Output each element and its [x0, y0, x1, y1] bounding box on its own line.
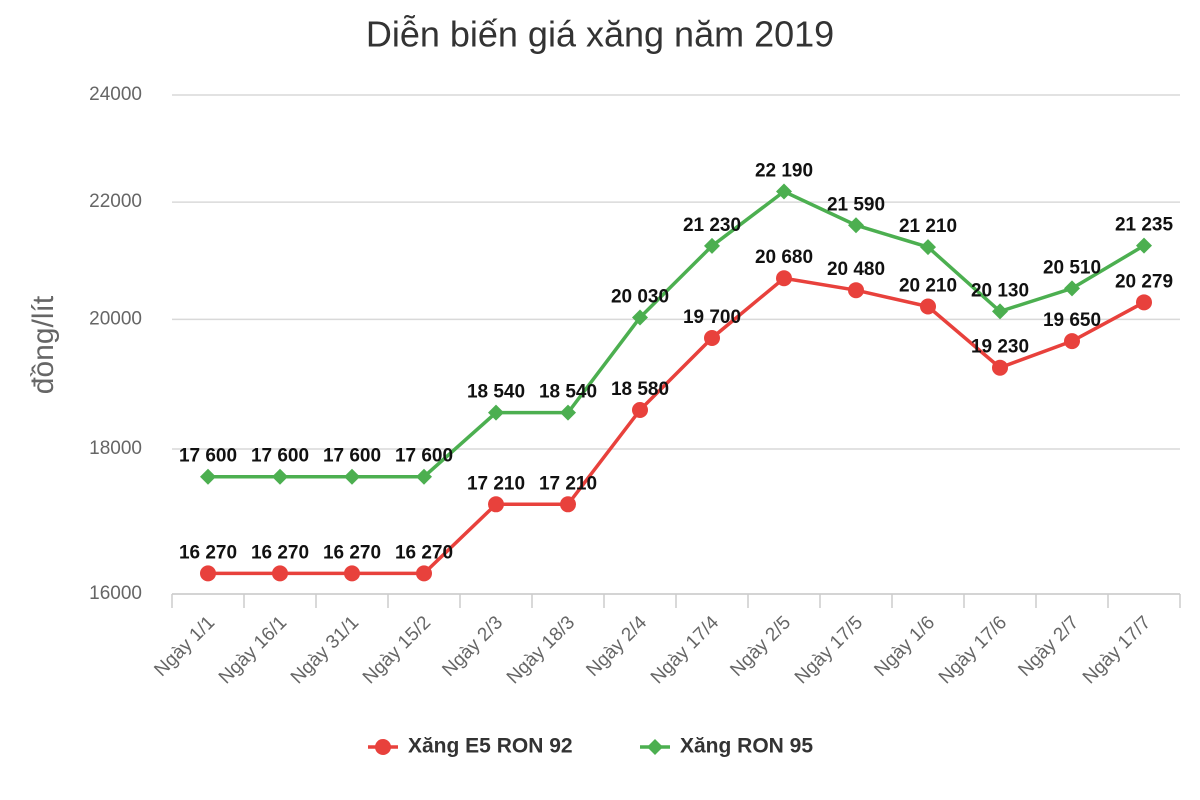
y-tick-label: 24000 — [89, 84, 142, 105]
series-line — [208, 276, 1145, 576]
value-label: 21 590 — [827, 194, 885, 215]
value-label: 16 270 — [179, 542, 237, 563]
data-point — [416, 468, 432, 485]
value-label: 16 270 — [251, 542, 309, 563]
value-label: 17 210 — [539, 473, 597, 494]
data-point — [776, 183, 792, 200]
value-label: 21 235 — [1115, 215, 1174, 236]
data-point — [416, 565, 432, 582]
data-point — [488, 496, 504, 513]
data-point — [1064, 280, 1080, 297]
data-point — [1136, 294, 1152, 311]
value-label: 18 580 — [611, 379, 669, 400]
y-tick-label: 18000 — [89, 438, 142, 459]
data-point — [1064, 333, 1080, 350]
y-tick-label: 22000 — [89, 191, 142, 212]
value-label: 20 030 — [611, 287, 669, 308]
value-label: 19 230 — [971, 337, 1029, 358]
data-point — [992, 303, 1008, 320]
data-point — [704, 237, 720, 254]
data-point — [560, 404, 576, 421]
value-label: 16 270 — [395, 542, 453, 563]
chart-title: Diễn biến giá xăng năm 2019 — [366, 14, 834, 55]
data-point — [632, 402, 648, 419]
data-point — [848, 282, 864, 299]
y-axis-title: đồng/lít — [27, 295, 60, 394]
value-label: 19 700 — [683, 307, 741, 328]
series-line — [208, 189, 1145, 479]
data-point — [1136, 237, 1152, 254]
value-label: 20 480 — [827, 259, 885, 280]
data-point — [272, 468, 288, 485]
value-label: 18 540 — [539, 382, 597, 403]
y-tick-label: 20000 — [89, 308, 142, 329]
y-tick-label: 16000 — [89, 583, 142, 604]
legend-marker — [375, 739, 391, 755]
data-point — [200, 468, 216, 485]
value-label: 17 600 — [179, 446, 237, 467]
value-label: 18 540 — [467, 382, 525, 403]
value-label: 20 680 — [755, 247, 813, 268]
value-label: 17 600 — [323, 446, 381, 467]
value-label: 21 210 — [899, 216, 957, 237]
value-label: 16 270 — [323, 542, 381, 563]
data-point — [704, 329, 720, 346]
value-label: 22 190 — [755, 161, 813, 182]
data-point — [776, 270, 792, 287]
data-point — [344, 565, 360, 582]
data-point — [920, 298, 936, 315]
data-point — [992, 359, 1008, 376]
value-label: 17 600 — [251, 446, 309, 467]
value-label: 20 210 — [899, 276, 957, 297]
data-point — [848, 217, 864, 234]
data-point — [272, 565, 288, 582]
value-label: 17 210 — [467, 473, 525, 494]
value-label: 20 510 — [1043, 257, 1101, 278]
value-label: 20 279 — [1115, 271, 1173, 292]
legend-marker — [647, 739, 663, 755]
data-point — [200, 565, 216, 582]
data-point — [632, 309, 648, 326]
data-point — [920, 239, 936, 256]
value-label: 21 230 — [683, 215, 741, 236]
value-label: 20 130 — [971, 280, 1029, 301]
legend-label: Xăng RON 95 — [680, 735, 813, 758]
legend-label: Xăng E5 RON 92 — [408, 735, 573, 758]
value-label: 17 600 — [395, 446, 453, 467]
data-point — [488, 404, 504, 421]
data-point — [344, 468, 360, 485]
data-point — [560, 496, 576, 513]
value-label: 19 650 — [1043, 310, 1101, 331]
